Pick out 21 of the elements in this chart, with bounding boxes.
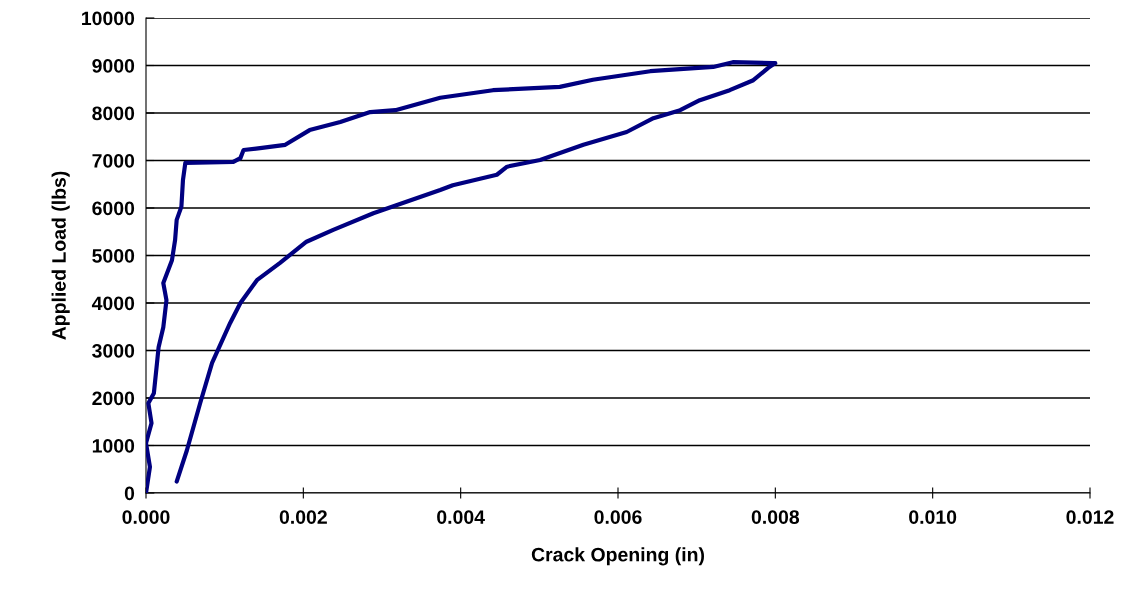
y-axis-title: Applied Load (lbs) [51, 171, 70, 340]
y-tick-label: 5000 [92, 248, 135, 263]
line-series [146, 60, 778, 493]
x-axis-title: Crack Opening (in) [531, 547, 705, 566]
y-tick-label: 9000 [92, 58, 135, 73]
x-tick-label: 0.004 [437, 510, 485, 524]
y-tick-label: 1000 [92, 438, 135, 453]
x-tick-label: 0.006 [594, 510, 642, 524]
x-tick-label: 0.002 [279, 510, 327, 524]
y-tick-label: 6000 [92, 201, 135, 216]
y-tick-label: 8000 [92, 106, 135, 121]
x-tick-label: 0.010 [909, 510, 957, 524]
y-tick-label: 7000 [92, 153, 135, 168]
y-tick-label: 2000 [92, 391, 135, 406]
x-tick-label: 0.000 [122, 510, 170, 524]
x-tick-label: 0.012 [1066, 510, 1114, 524]
x-tick-label: 0.008 [751, 510, 800, 524]
y-tick-label: 4000 [91, 296, 135, 311]
y-tick-label: 3000 [92, 343, 135, 358]
y-tick-label: 0 [124, 486, 135, 501]
y-tick-label: 10000 [82, 11, 135, 26]
